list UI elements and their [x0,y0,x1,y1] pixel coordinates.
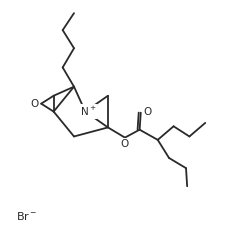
Text: O: O [31,99,39,109]
Text: N$^+$: N$^+$ [80,105,96,118]
Text: O: O [121,139,129,149]
Text: O: O [143,107,151,117]
Text: Br$^-$: Br$^-$ [16,210,38,222]
